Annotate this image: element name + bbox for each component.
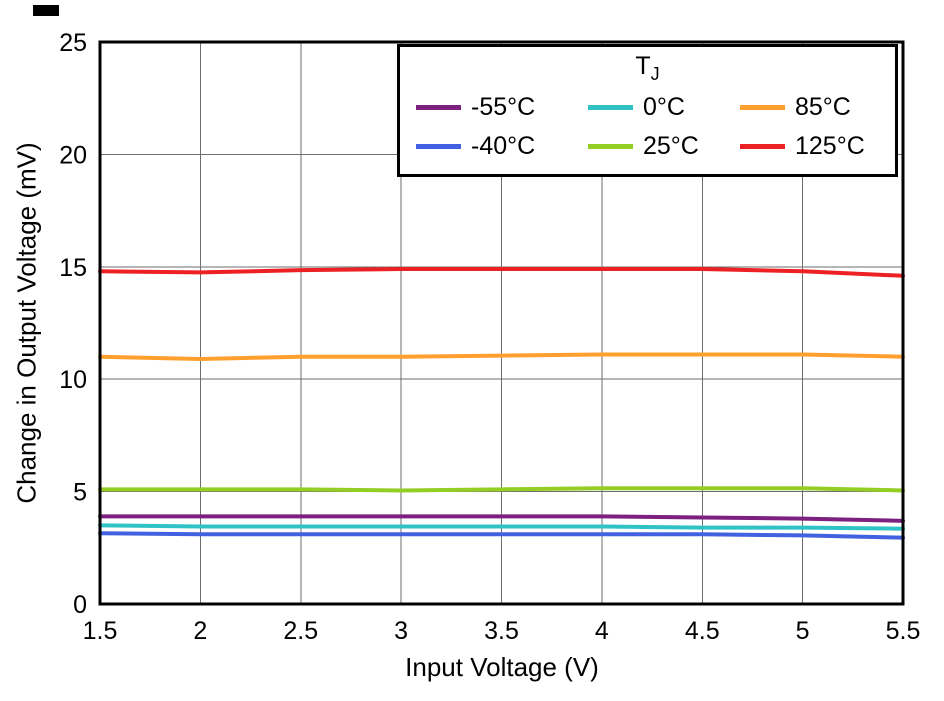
legend-item-label: -55°C <box>471 93 536 121</box>
y-tick-label: 25 <box>59 29 87 57</box>
legend: TJ -55°C -40°C 0°C 25°C 85°C 125°C <box>397 44 898 177</box>
series-line <box>98 352 905 361</box>
legend-line-swatch <box>740 105 785 110</box>
y-tick-label: 15 <box>59 254 87 282</box>
y-tick-label: 20 <box>59 141 87 169</box>
x-tick-label: 1.5 <box>83 617 118 645</box>
legend-line-swatch <box>740 144 785 149</box>
x-tick-label: 3 <box>394 617 408 645</box>
x-tick-label: 5.5 <box>886 617 921 645</box>
x-tick-label: 5 <box>796 617 810 645</box>
plot-frame <box>98 40 905 606</box>
x-tick-label: 3.5 <box>484 617 519 645</box>
series-line <box>98 523 905 531</box>
legend-line-swatch <box>416 105 461 110</box>
series-line <box>98 486 905 493</box>
legend-items: -55°C -40°C 0°C 25°C 85°C 125°C <box>400 88 895 166</box>
y-tick-label: 10 <box>59 366 87 394</box>
legend-item-label: 0°C <box>643 93 685 121</box>
legend-title: TJ <box>400 52 895 88</box>
legend-line-swatch <box>588 105 633 110</box>
legend-line-swatch <box>588 144 633 149</box>
y-tick-label: 0 <box>73 591 87 619</box>
y-axis-title: Change in Output Voltage (mV) <box>11 142 42 504</box>
legend-title-main: T <box>635 52 651 80</box>
legend-item: 85°C <box>740 93 895 122</box>
legend-item: 125°C <box>740 132 895 161</box>
corner-artifact <box>33 5 59 16</box>
legend-item-label: -40°C <box>471 132 536 160</box>
y-tick-label: 5 <box>73 479 87 507</box>
legend-title-sub: J <box>650 64 660 84</box>
series-line <box>98 514 905 523</box>
legend-item: 25°C <box>588 132 740 161</box>
legend-item: -40°C <box>416 132 588 161</box>
series-line <box>98 531 905 540</box>
x-tick-label: 2.5 <box>283 617 318 645</box>
x-tick-label: 2 <box>193 617 207 645</box>
legend-item-label: 25°C <box>643 132 699 160</box>
legend-item: 0°C <box>588 93 740 122</box>
x-axis-title: Input Voltage (V) <box>405 652 599 682</box>
x-tick-label: 4.5 <box>685 617 720 645</box>
legend-item-label: 85°C <box>795 93 851 121</box>
legend-item-label: 125°C <box>795 132 865 160</box>
x-tick-label: 4 <box>595 617 609 645</box>
legend-item: -55°C <box>416 93 588 122</box>
series-line <box>98 267 905 278</box>
legend-line-swatch <box>416 144 461 149</box>
